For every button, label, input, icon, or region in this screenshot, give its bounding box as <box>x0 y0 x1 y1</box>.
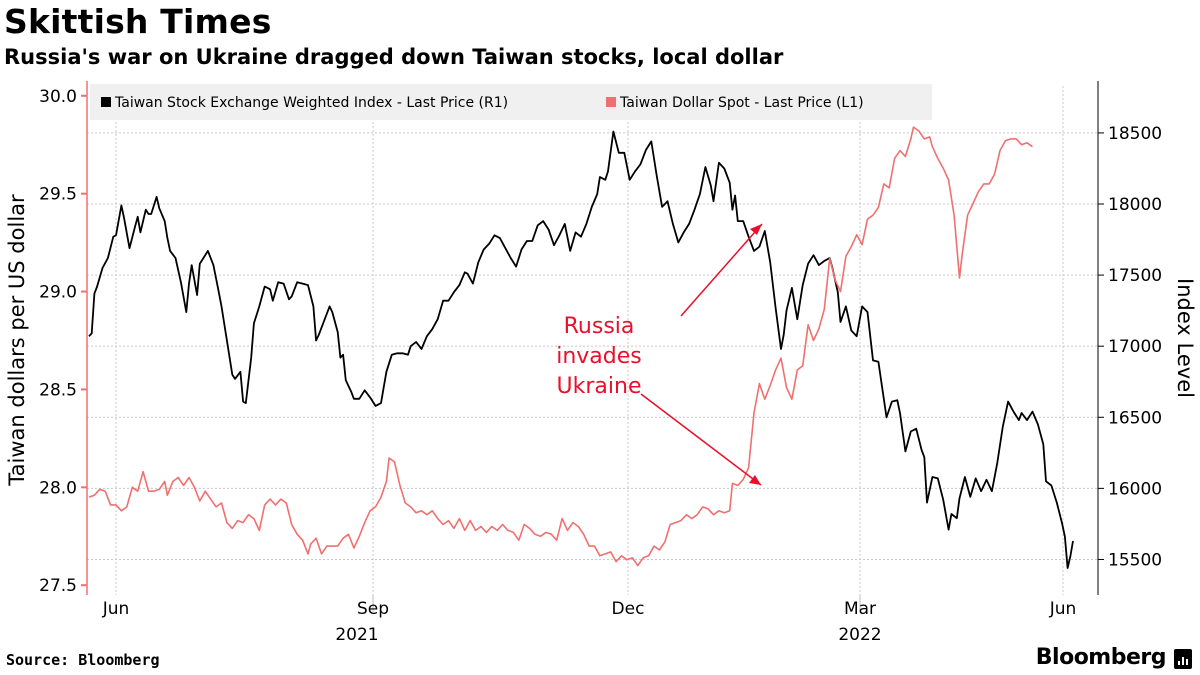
series-lines <box>88 126 1074 569</box>
legend-swatch-twd <box>606 97 616 107</box>
series-line-stock-index <box>88 130 1074 569</box>
source-note: Source: Bloomberg <box>6 651 160 669</box>
annotation-line-2: invades <box>556 344 642 369</box>
annotation-line-3: Ukraine <box>557 374 642 399</box>
bloomberg-logo: Bloomberg <box>1035 645 1167 670</box>
legend-label-twd: Taiwan Dollar Spot - Last Price (L1) <box>619 95 864 111</box>
legend-label-stock: Taiwan Stock Exchange Weighted Index - L… <box>114 95 508 111</box>
left-axis-label: Taiwan dollars per US dollar <box>5 194 29 487</box>
line-chart: Taiwan Stock Exchange Weighted Index - L… <box>5 81 1197 640</box>
x-year-label: 2021 <box>335 625 378 640</box>
x-tick-label: Mar <box>844 599 876 619</box>
annotation-arrow-upper <box>680 223 763 317</box>
right-tick-label: 18000 <box>1108 195 1162 215</box>
left-tick-label: 28.5 <box>39 380 77 400</box>
x-tick-label: Dec <box>612 599 645 619</box>
x-year-label: 2022 <box>838 625 881 640</box>
right-axis-label: Index Level <box>1173 278 1197 398</box>
left-tick-label: 29.5 <box>39 185 77 205</box>
right-tick-label: 17000 <box>1108 337 1162 357</box>
chart-subtitle: Russia's war on Ukraine dragged down Tai… <box>4 45 784 69</box>
axes: 27.5 28.0 28.5 29.0 29.5 30.0 Taiwan dollars p… <box>5 81 1197 640</box>
x-tick-label: Jun <box>1049 599 1077 619</box>
left-tick-label: 28.0 <box>39 478 77 498</box>
left-tick-label: 30.0 <box>39 87 77 107</box>
right-tick-label: 18500 <box>1108 124 1162 144</box>
x-tick-label: Sep <box>357 599 389 619</box>
right-tick-label: 16000 <box>1108 479 1162 499</box>
bloomberg-terminal-icon <box>1174 649 1192 669</box>
annotation-arrow-lower <box>640 393 762 486</box>
right-tick-label: 16500 <box>1108 408 1162 428</box>
annotation: Russia invades Ukraine <box>556 223 763 486</box>
chart-title: Skittish Times <box>4 2 272 41</box>
annotation-line-1: Russia <box>564 314 635 339</box>
series-line-twd-spot <box>88 126 1033 567</box>
left-tick-label: 29.0 <box>39 283 77 303</box>
legend-swatch-stock <box>101 97 111 107</box>
x-tick-label: Jun <box>102 599 130 619</box>
right-tick-label: 15500 <box>1108 550 1162 570</box>
annotation-arrowhead-lower <box>749 475 761 485</box>
legend-box <box>90 84 932 120</box>
annotation-arrowhead-upper <box>750 224 762 235</box>
right-tick-label: 17500 <box>1108 266 1162 286</box>
left-tick-label: 27.5 <box>39 576 77 596</box>
